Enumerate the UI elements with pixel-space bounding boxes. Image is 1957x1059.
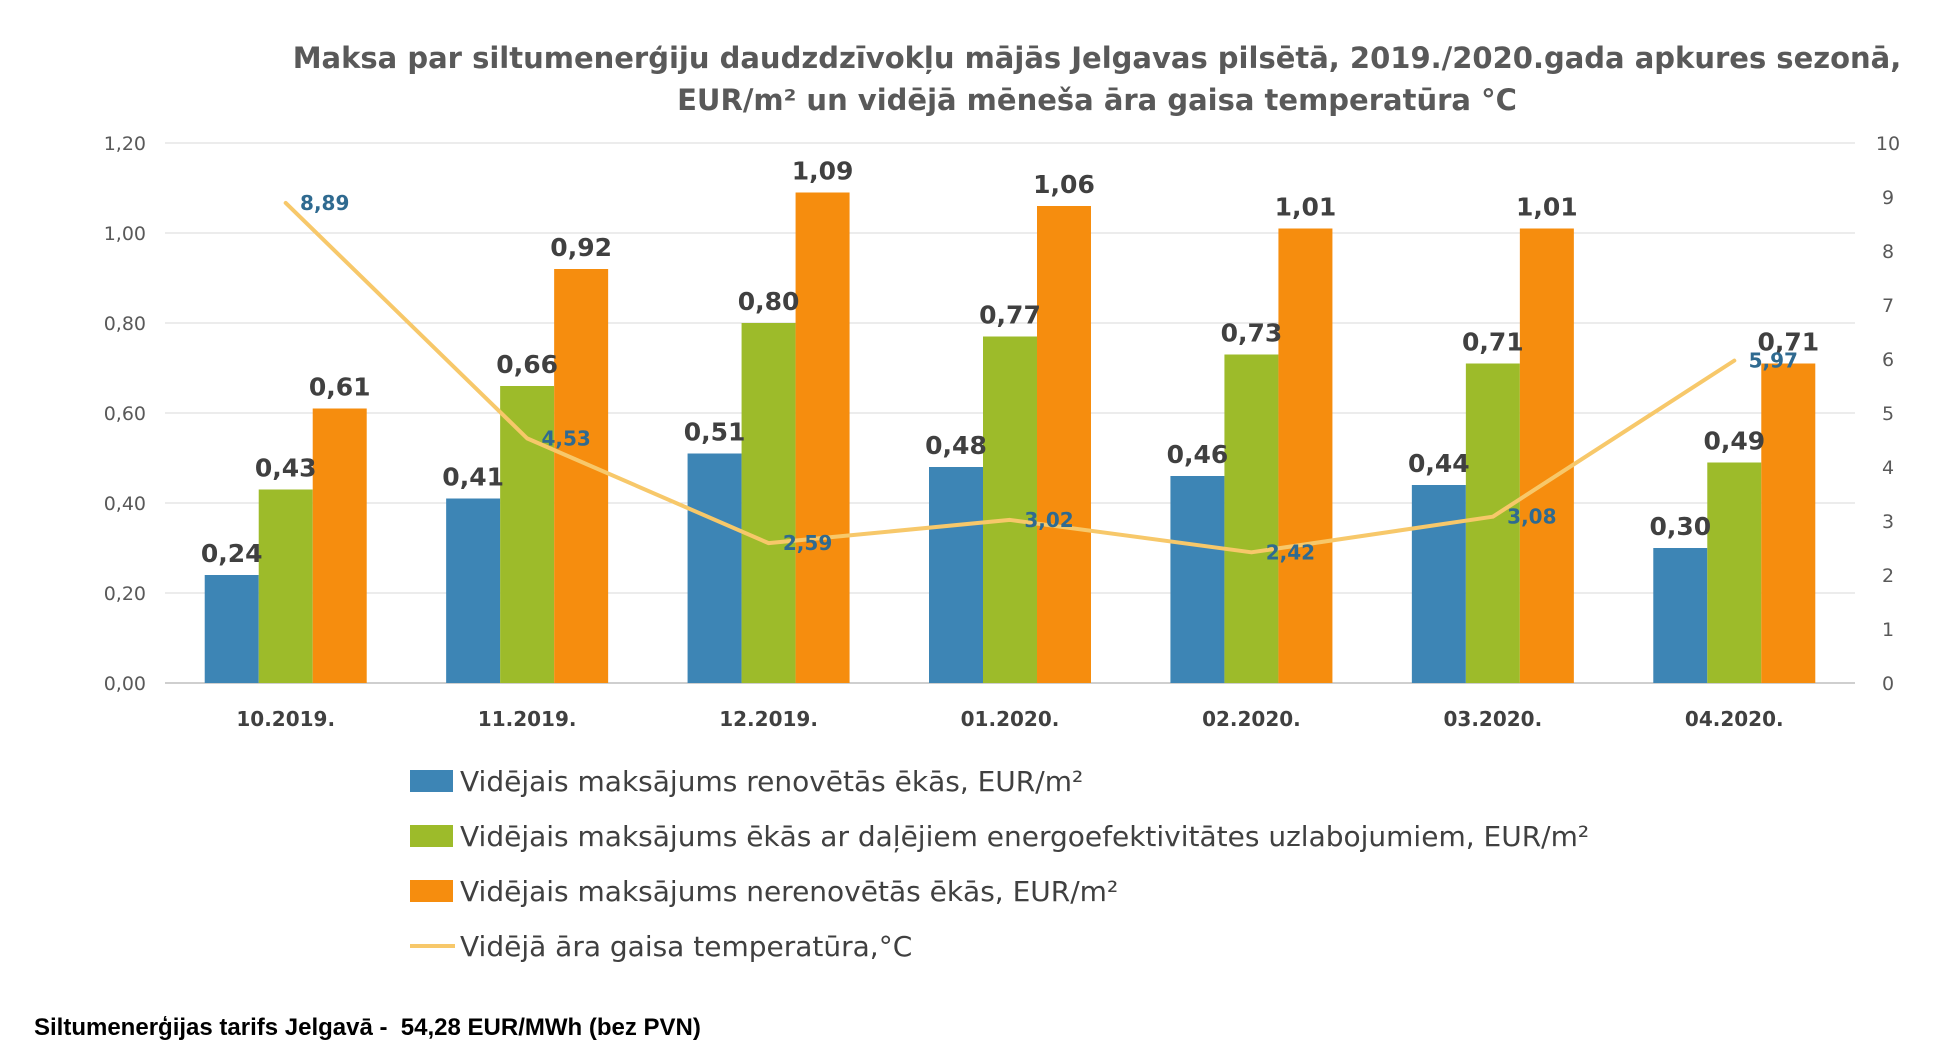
left-tick-label: 0,60 xyxy=(104,403,146,425)
bar xyxy=(1707,462,1762,683)
bar xyxy=(554,269,609,683)
right-tick-label: 6 xyxy=(1882,349,1894,371)
bar-data-label: 0,71 xyxy=(1462,328,1524,357)
chart-title-line: Maksa par siltumenerģiju daudzdzīvokļu m… xyxy=(293,41,1902,75)
bar xyxy=(204,575,259,683)
right-tick-label: 5 xyxy=(1882,403,1894,425)
legend-label: Vidējais maksājums renovētās ēkās, EUR/m… xyxy=(460,765,1083,798)
legend-swatch xyxy=(410,825,453,847)
bar-data-label: 0,61 xyxy=(309,373,371,402)
bar-data-labels: 0,24 0,41 0,51 0,48 0,46 0,44 0,30 0,43 0,66 0,80… xyxy=(201,157,1819,569)
bar-data-label: 0,66 xyxy=(496,350,558,379)
left-tick-label: 1,20 xyxy=(104,133,146,155)
right-tick-label: 3 xyxy=(1882,511,1894,533)
bar xyxy=(1037,206,1091,683)
line-data-label: 5,97 xyxy=(1749,349,1798,373)
bar xyxy=(1278,228,1333,683)
line-data-label: 4,53 xyxy=(541,426,590,450)
category-label: 12.2019. xyxy=(719,707,818,731)
bar-data-label: 0,41 xyxy=(442,463,504,492)
right-axis: 0 1 2 3 4 5 6 7 8 9 10 xyxy=(1876,133,1900,695)
legend-swatch xyxy=(410,770,453,792)
category-label: 02.2020. xyxy=(1202,707,1301,731)
bar xyxy=(1224,354,1279,683)
bar xyxy=(1411,485,1466,683)
bar-data-label: 0,30 xyxy=(1649,512,1711,541)
right-tick-label: 8 xyxy=(1882,241,1894,263)
legend-label: Vidējais maksājums nerenovētās ēkās, EUR… xyxy=(460,875,1118,908)
tariff-footnote: Siltumenerģijas tarifs Jelgavā - 54,28 E… xyxy=(34,1014,701,1041)
line-data-label: 3,08 xyxy=(1507,505,1556,529)
bar xyxy=(1653,548,1708,683)
bar xyxy=(500,386,555,683)
bar xyxy=(1519,228,1574,683)
line-data-label: 3,02 xyxy=(1024,508,1073,532)
left-tick-label: 1,00 xyxy=(104,223,146,245)
chart-title: Maksa par siltumenerģiju daudzdzīvokļu m… xyxy=(293,41,1902,117)
bar xyxy=(929,467,983,683)
bar-data-label: 0,77 xyxy=(979,301,1041,330)
line-data-label: 2,42 xyxy=(1266,540,1315,564)
bar-data-label: 0,24 xyxy=(201,539,263,568)
bar-data-label: 0,48 xyxy=(925,431,987,460)
category-label: 11.2019. xyxy=(478,707,577,731)
right-tick-label: 1 xyxy=(1882,619,1894,641)
left-tick-label: 0,00 xyxy=(104,673,146,695)
right-tick-label: 10 xyxy=(1876,133,1900,155)
legend-label: Vidējais maksājums ēkās ar daļējiem ener… xyxy=(460,820,1589,853)
category-label: 03.2020. xyxy=(1444,707,1543,731)
bars xyxy=(204,192,1816,683)
bar-data-label: 1,01 xyxy=(1516,193,1578,222)
legend-swatch xyxy=(410,880,453,902)
bar-data-label: 0,71 xyxy=(1757,328,1819,357)
bar-data-label: 1,06 xyxy=(1033,170,1095,199)
legend: Vidējais maksājums renovētās ēkās, EUR/m… xyxy=(410,765,1589,963)
bar xyxy=(741,323,796,683)
bar xyxy=(312,408,367,683)
bar xyxy=(687,453,742,683)
bar-data-label: 0,49 xyxy=(1703,427,1765,456)
bar xyxy=(983,336,1037,683)
left-tick-label: 0,20 xyxy=(104,583,146,605)
legend-label: Vidējā āra gaisa temperatūra,°C xyxy=(460,930,912,963)
bar-data-label: 0,43 xyxy=(255,454,317,483)
line-data-label: 8,89 xyxy=(300,191,349,215)
bar-data-label: 0,92 xyxy=(550,233,612,262)
bar xyxy=(1761,363,1816,683)
bar-data-label: 0,73 xyxy=(1221,319,1283,348)
bar xyxy=(795,192,850,683)
bar-data-label: 0,46 xyxy=(1167,440,1229,469)
right-tick-label: 0 xyxy=(1882,673,1894,695)
category-axis: 10.2019. 11.2019. 12.2019. 01.2020. 02.2020.… xyxy=(236,707,1783,731)
bar-data-label: 0,80 xyxy=(738,287,800,316)
temperature-line-path xyxy=(283,200,1737,555)
bar xyxy=(1170,476,1225,683)
right-tick-label: 7 xyxy=(1882,295,1894,317)
category-label: 01.2020. xyxy=(961,707,1060,731)
line-data-labels: 8,89 4,53 2,59 3,02 2,42 3,08 5,97 xyxy=(300,191,1798,564)
right-tick-label: 9 xyxy=(1882,187,1894,209)
right-tick-label: 2 xyxy=(1882,565,1894,587)
bar-data-label: 1,09 xyxy=(792,157,854,186)
bar xyxy=(258,489,313,683)
line-data-label: 2,59 xyxy=(783,531,832,555)
right-tick-label: 4 xyxy=(1882,457,1894,479)
left-tick-label: 0,40 xyxy=(104,493,146,515)
category-label: 04.2020. xyxy=(1685,707,1784,731)
left-tick-label: 0,80 xyxy=(104,313,146,335)
bar-data-label: 0,44 xyxy=(1408,449,1470,478)
temperature-line xyxy=(283,200,1737,555)
chart: Maksa par siltumenerģiju daudzdzīvokļu m… xyxy=(104,41,1902,963)
bar xyxy=(1465,363,1520,683)
bar-data-label: 1,01 xyxy=(1275,193,1337,222)
bar xyxy=(446,498,501,683)
chart-title-line: EUR/m² un vidējā mēneša āra gaisa temper… xyxy=(677,83,1517,117)
category-label: 10.2019. xyxy=(236,707,335,731)
left-axis: 0,00 0,20 0,40 0,60 0,80 1,00 1,20 xyxy=(104,133,146,695)
bar-data-label: 0,51 xyxy=(684,418,746,447)
